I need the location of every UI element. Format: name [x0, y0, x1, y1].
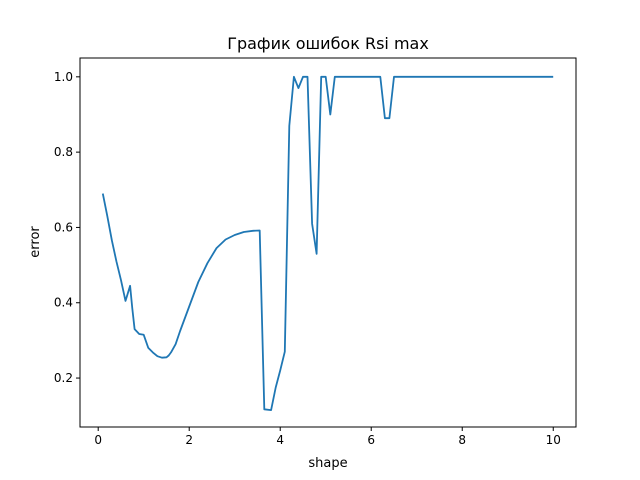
plot-frame [79, 57, 577, 428]
x-tick-label: 6 [367, 433, 375, 447]
plot-area: 0 2 4 6 8 10 0.2 0.4 0.6 0.8 1.0 [54, 57, 577, 447]
y-tick-label: 0.6 [54, 220, 73, 234]
x-axis-label: shape [308, 456, 347, 471]
error-series-line [101, 75, 554, 412]
y-axis-label: error [28, 226, 43, 258]
x-tick-label: 0 [94, 433, 102, 447]
chart-title: График ошибок Rsi max [227, 34, 429, 53]
y-tick-label: 0.2 [54, 371, 73, 385]
x-tick-label: 2 [185, 433, 193, 447]
x-tick-label: 8 [458, 433, 466, 447]
y-tick-label: 0.8 [54, 145, 73, 159]
x-tick-label: 4 [276, 433, 284, 447]
y-tick-label: 0.4 [54, 296, 73, 310]
x-tick-label: 10 [546, 433, 561, 447]
y-tick-label: 1.0 [54, 70, 73, 84]
